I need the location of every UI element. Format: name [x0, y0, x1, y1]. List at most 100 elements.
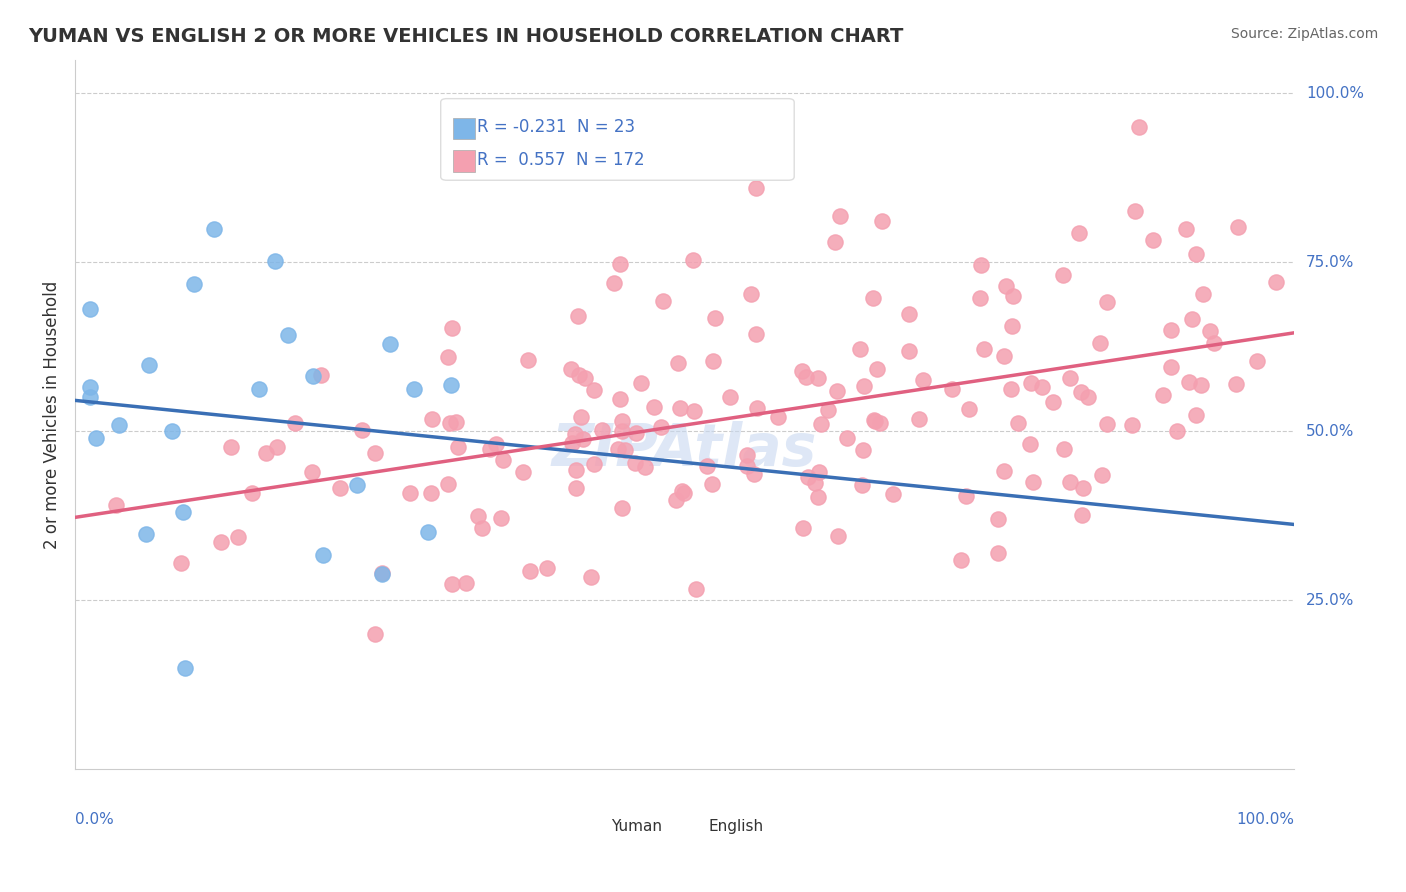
Point [1184, 247, 1206, 261]
Point [170, 556, 193, 570]
Text: R = -0.231  N = 23: R = -0.231 N = 23 [477, 118, 636, 136]
Point [108, 417, 131, 432]
Point [172, 505, 194, 519]
Point [1070, 384, 1092, 399]
Point [79, 380, 101, 394]
Point [309, 368, 332, 383]
Point [949, 553, 972, 567]
Point [911, 373, 934, 387]
Text: 75.0%: 75.0% [1306, 255, 1354, 270]
Point [402, 382, 425, 396]
Point [492, 452, 515, 467]
Point [1178, 376, 1201, 390]
Point [579, 570, 602, 584]
Point [226, 530, 249, 544]
Point [862, 291, 884, 305]
Point [1189, 378, 1212, 392]
Point [1160, 323, 1182, 337]
Point [696, 458, 718, 473]
Text: 0.0%: 0.0% [75, 812, 114, 827]
Point [804, 476, 827, 491]
Point [745, 181, 768, 195]
Point [1125, 204, 1147, 219]
Point [371, 566, 394, 580]
Point [569, 409, 592, 424]
Point [610, 500, 633, 515]
Point [1184, 409, 1206, 423]
Point [609, 257, 631, 271]
Point [441, 321, 464, 335]
Point [447, 441, 470, 455]
Point [824, 235, 846, 249]
Point [1077, 390, 1099, 404]
Point [202, 221, 225, 235]
Point [1002, 289, 1025, 303]
Point [565, 481, 588, 495]
Point [666, 356, 689, 370]
Point [1121, 417, 1143, 432]
Point [702, 354, 724, 368]
Point [567, 310, 589, 324]
Point [737, 458, 759, 473]
Point [683, 404, 706, 418]
Bar [453, 118, 475, 139]
Point [1059, 475, 1081, 490]
Point [302, 369, 325, 384]
Point [718, 390, 741, 404]
Point [603, 276, 626, 290]
Point [1174, 221, 1197, 235]
Text: Source: ZipAtlas.com: Source: ZipAtlas.com [1230, 27, 1378, 41]
Point [350, 423, 373, 437]
Point [1000, 382, 1022, 396]
Point [671, 483, 693, 498]
Point [828, 209, 851, 223]
Point [630, 376, 652, 391]
Text: YUMAN VS ENGLISH 2 OR MORE VEHICLES IN HOUSEHOLD CORRELATION CHART: YUMAN VS ENGLISH 2 OR MORE VEHICLES IN H… [28, 27, 904, 45]
Point [1128, 120, 1150, 135]
Point [574, 371, 596, 385]
Point [1202, 336, 1225, 351]
Point [329, 481, 352, 495]
Point [993, 464, 1015, 478]
Point [1160, 360, 1182, 375]
Point [568, 368, 591, 382]
Point [454, 575, 477, 590]
Point [378, 337, 401, 351]
Point [849, 343, 872, 357]
Point [973, 343, 995, 357]
Y-axis label: 2 or more Vehicles in Household: 2 or more Vehicles in Household [44, 280, 60, 549]
Point [209, 535, 232, 549]
Point [810, 417, 832, 432]
Point [610, 425, 633, 439]
Point [995, 279, 1018, 293]
Point [987, 512, 1010, 526]
Point [1181, 311, 1204, 326]
Point [398, 485, 420, 500]
Point [583, 457, 606, 471]
Point [183, 277, 205, 292]
Point [650, 420, 672, 434]
Point [1019, 376, 1042, 390]
Point [86, 431, 108, 445]
Point [517, 353, 540, 368]
Point [851, 478, 873, 492]
Point [1264, 275, 1286, 289]
Point [1091, 467, 1114, 482]
Point [742, 467, 765, 481]
Point [807, 490, 830, 504]
Text: ZIPAtlas: ZIPAtlas [551, 421, 817, 478]
Point [807, 371, 830, 385]
Point [536, 560, 558, 574]
Point [478, 442, 501, 456]
Point [957, 402, 980, 417]
Bar [453, 151, 475, 172]
Point [247, 382, 270, 396]
Point [737, 448, 759, 462]
Point [685, 582, 707, 597]
Text: R =  0.557  N = 172: R = 0.557 N = 172 [477, 152, 645, 169]
Text: 25.0%: 25.0% [1306, 593, 1354, 607]
Point [825, 384, 848, 398]
Point [416, 524, 439, 539]
Point [1198, 324, 1220, 338]
Point [987, 546, 1010, 560]
